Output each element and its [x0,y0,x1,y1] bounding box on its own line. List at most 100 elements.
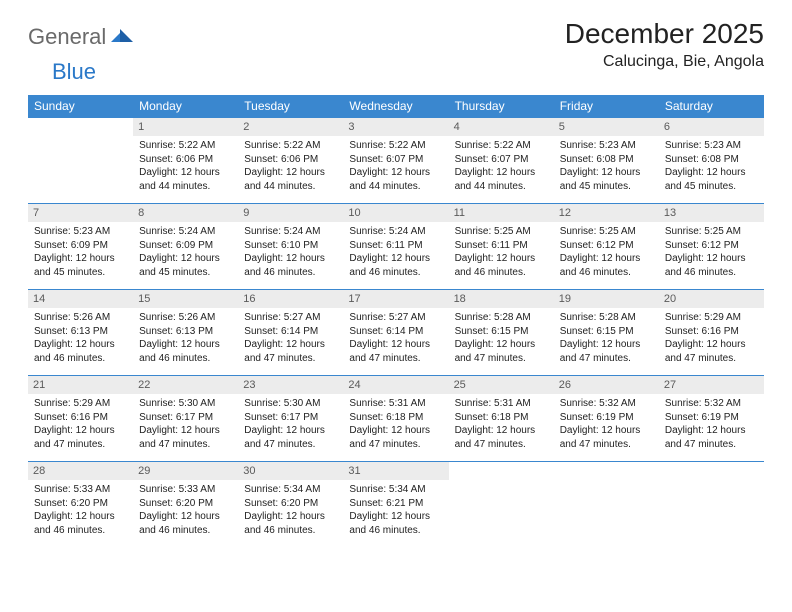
daylight-text-2: and 47 minutes. [349,438,442,452]
day-number: 13 [659,204,764,222]
logo-text-blue: Blue [52,59,96,85]
sunset-text: Sunset: 6:13 PM [139,325,232,339]
daylight-text-2: and 47 minutes. [139,438,232,452]
title-block: December 2025 Calucinga, Bie, Angola [565,18,764,71]
daylight-text-2: and 46 minutes. [349,266,442,280]
day-number: 16 [238,290,343,308]
day-number: 21 [28,376,133,394]
daylight-text-2: and 46 minutes. [34,524,127,538]
sunset-text: Sunset: 6:06 PM [244,153,337,167]
daylight-text-2: and 46 minutes. [455,266,548,280]
calendar-cell: 2Sunrise: 5:22 AMSunset: 6:06 PMDaylight… [238,118,343,204]
calendar-week: 28Sunrise: 5:33 AMSunset: 6:20 PMDayligh… [28,462,764,548]
sunset-text: Sunset: 6:09 PM [139,239,232,253]
calendar-cell: 30Sunrise: 5:34 AMSunset: 6:20 PMDayligh… [238,462,343,548]
day-number: 17 [343,290,448,308]
sunset-text: Sunset: 6:14 PM [244,325,337,339]
daylight-text-2: and 44 minutes. [455,180,548,194]
daylight-text-1: Daylight: 12 hours [560,252,653,266]
sunrise-text: Sunrise: 5:33 AM [34,483,127,497]
sunrise-text: Sunrise: 5:22 AM [244,139,337,153]
daylight-text-2: and 47 minutes. [349,352,442,366]
sunset-text: Sunset: 6:14 PM [349,325,442,339]
calendar-cell: 9Sunrise: 5:24 AMSunset: 6:10 PMDaylight… [238,204,343,290]
location-text: Calucinga, Bie, Angola [565,53,764,71]
calendar-cell: 5Sunrise: 5:23 AMSunset: 6:08 PMDaylight… [554,118,659,204]
daylight-text-2: and 47 minutes. [665,438,758,452]
day-number: 19 [554,290,659,308]
calendar-page: General December 2025 Calucinga, Bie, An… [0,0,792,566]
sunset-text: Sunset: 6:18 PM [455,411,548,425]
day-number: 30 [238,462,343,480]
calendar-week: 1Sunrise: 5:22 AMSunset: 6:06 PMDaylight… [28,118,764,204]
daylight-text-2: and 47 minutes. [560,352,653,366]
calendar-cell: 12Sunrise: 5:25 AMSunset: 6:12 PMDayligh… [554,204,659,290]
daylight-text-1: Daylight: 12 hours [139,166,232,180]
calendar-cell: 16 Sunrise: 5:27 AMSunset: 6:14 PMDayligh… [238,290,343,376]
sunrise-text: Sunrise: 5:25 AM [665,225,758,239]
sunrise-text: Sunrise: 5:28 AM [560,311,653,325]
calendar-cell: 26Sunrise: 5:32 AMSunset: 6:19 PMDayligh… [554,376,659,462]
daylight-text-1: Daylight: 12 hours [139,252,232,266]
weekday-header: Saturday [659,95,764,118]
sunset-text: Sunset: 6:16 PM [665,325,758,339]
daylight-text-1: Daylight: 12 hours [455,166,548,180]
calendar-cell [449,462,554,548]
sunset-text: Sunset: 6:21 PM [349,497,442,511]
sunset-text: Sunset: 6:09 PM [34,239,127,253]
sunrise-text: Sunrise: 5:27 AM [244,311,337,325]
daylight-text-1: Daylight: 12 hours [349,166,442,180]
daylight-text-1: Daylight: 12 hours [34,510,127,524]
sunset-text: Sunset: 6:18 PM [349,411,442,425]
daylight-text-2: and 46 minutes. [244,266,337,280]
weekday-header: Sunday [28,95,133,118]
weekday-header: Tuesday [238,95,343,118]
sunrise-text: Sunrise: 5:31 AM [349,397,442,411]
sunrise-text: Sunrise: 5:33 AM [139,483,232,497]
day-number: 22 [133,376,238,394]
daylight-text-1: Daylight: 12 hours [455,338,548,352]
daylight-text-2: and 45 minutes. [665,180,758,194]
sunset-text: Sunset: 6:08 PM [560,153,653,167]
weekday-header: Friday [554,95,659,118]
sunset-text: Sunset: 6:20 PM [244,497,337,511]
sunset-text: Sunset: 6:15 PM [560,325,653,339]
day-number: 31 [343,462,448,480]
sunset-text: Sunset: 6:17 PM [139,411,232,425]
day-number: 5 [554,118,659,136]
day-number: 4 [449,118,554,136]
sunrise-text: Sunrise: 5:29 AM [665,311,758,325]
day-number: 8 [133,204,238,222]
daylight-text-1: Daylight: 12 hours [665,166,758,180]
calendar-cell: 6Sunrise: 5:23 AMSunset: 6:08 PMDaylight… [659,118,764,204]
calendar-cell: 28Sunrise: 5:33 AMSunset: 6:20 PMDayligh… [28,462,133,548]
day-number: 27 [659,376,764,394]
sunset-text: Sunset: 6:11 PM [455,239,548,253]
calendar-cell: 31Sunrise: 5:34 AMSunset: 6:21 PMDayligh… [343,462,448,548]
day-number: 15 [133,290,238,308]
daylight-text-2: and 44 minutes. [139,180,232,194]
day-number: 6 [659,118,764,136]
sunrise-text: Sunrise: 5:24 AM [139,225,232,239]
daylight-text-2: and 46 minutes. [349,524,442,538]
calendar-header: Sunday Monday Tuesday Wednesday Thursday… [28,95,764,118]
daylight-text-2: and 46 minutes. [244,524,337,538]
sunrise-text: Sunrise: 5:27 AM [349,311,442,325]
day-number: 2 [238,118,343,136]
month-title: December 2025 [565,18,764,50]
daylight-text-1: Daylight: 12 hours [349,252,442,266]
sunrise-text: Sunrise: 5:34 AM [349,483,442,497]
daylight-text-1: Daylight: 12 hours [139,338,232,352]
daylight-text-1: Daylight: 12 hours [244,338,337,352]
sunset-text: Sunset: 6:08 PM [665,153,758,167]
daylight-text-1: Daylight: 12 hours [139,510,232,524]
day-number: 26 [554,376,659,394]
sunrise-text: Sunrise: 5:26 AM [34,311,127,325]
sunrise-text: Sunrise: 5:22 AM [139,139,232,153]
sunrise-text: Sunrise: 5:23 AM [34,225,127,239]
calendar-cell: 15Sunrise: 5:26 AMSunset: 6:13 PMDayligh… [133,290,238,376]
daylight-text-2: and 44 minutes. [349,180,442,194]
calendar-week: 14Sunrise: 5:26 AMSunset: 6:13 PMDayligh… [28,290,764,376]
daylight-text-1: Daylight: 12 hours [34,338,127,352]
sunset-text: Sunset: 6:12 PM [665,239,758,253]
